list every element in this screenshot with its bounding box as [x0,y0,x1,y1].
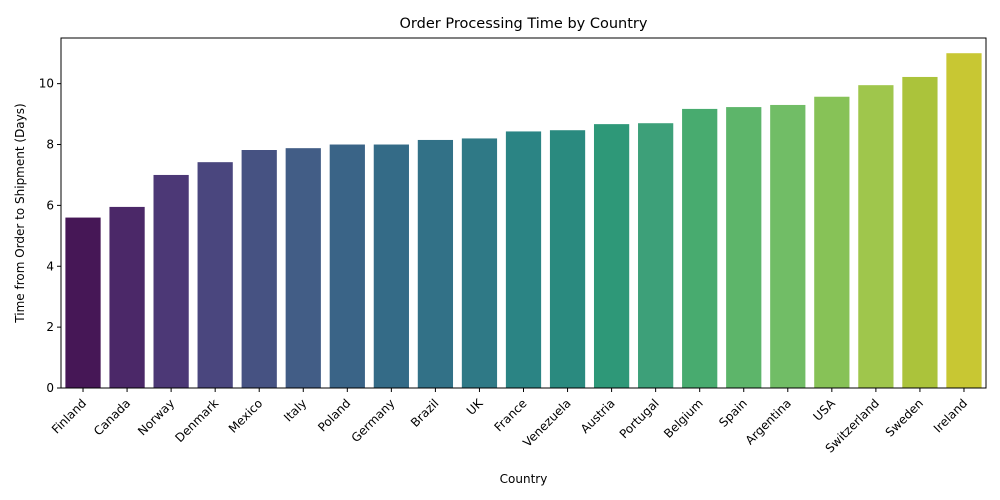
bar-austria [593,124,630,388]
x-tick-label: Belgium [661,396,706,441]
bar-poland [329,144,365,388]
x-tick-label: Austria [578,396,618,436]
bar-ireland [946,53,982,388]
bar-norway [153,174,189,388]
bar-venezuela [549,130,586,388]
bar-belgium [682,108,718,389]
bar-usa [814,96,850,388]
y-tick-label: 4 [46,259,54,273]
chart-title: Order Processing Time by Country [400,16,648,32]
y-tick-label: 10 [39,77,54,91]
x-tick-label: USA [810,396,838,424]
bar-germany [373,144,409,388]
bar-switzerland [858,85,894,388]
x-tick-label: Portugal [617,396,662,441]
bar-argentina [770,104,806,389]
x-tick-label: UK [464,395,486,417]
x-tick-label: Poland [315,396,353,434]
x-tick-label: Norway [135,396,177,438]
x-tick-label: Argentina [743,396,794,447]
bar-spain [726,107,762,388]
bar-canada [109,206,145,388]
x-tick-label: Germany [349,396,398,445]
bar-france [505,131,542,388]
y-tick-label: 6 [46,198,54,212]
plot-frame [60,37,987,389]
x-tick-label: Finland [49,396,89,436]
y-tick-label: 2 [46,320,54,334]
bar-italy [285,148,321,388]
x-tick-label: Spain [716,396,750,430]
x-tick-label: Venezuela [520,396,573,449]
bar-finland [65,217,101,388]
x-tick-label: Italy [281,396,309,424]
x-tick-label: Sweden [883,396,926,439]
x-tick-label: Brazil [408,396,442,430]
y-tick-label: 0 [46,381,54,395]
x-axis-label: Country [500,472,548,486]
bar-uk [461,138,498,388]
x-tick-label: Ireland [931,396,970,435]
bar-sweden [902,76,938,389]
bar-portugal [638,123,674,388]
x-tick-label: Denmark [172,396,221,445]
y-tick-label: 8 [46,138,54,152]
bar-mexico [241,150,277,388]
bar-denmark [197,162,233,388]
x-tick-label: Mexico [226,396,266,436]
x-tick-label: Canada [91,396,133,438]
y-axis-label: Time from Order to Shipment (Days) [13,103,27,323]
x-tick-label: France [492,396,530,434]
bars-layer [65,53,982,389]
bar-brazil [417,139,454,388]
y-axis: 0 2 4 6 8 10 [39,77,61,395]
